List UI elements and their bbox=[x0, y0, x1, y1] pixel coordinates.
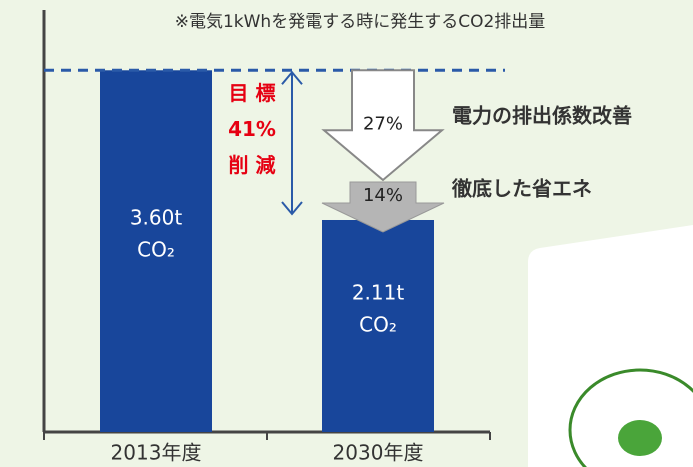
step-arrow bbox=[321, 69, 445, 182]
step-label: 27% bbox=[363, 113, 403, 134]
reduction-arrow-head bbox=[281, 70, 303, 216]
step-arrow bbox=[321, 181, 445, 233]
step-text: 電力の排出係数改善 bbox=[452, 104, 632, 128]
x-tick-label: 2013年度 bbox=[111, 441, 202, 465]
value-label: 3.60t bbox=[130, 206, 183, 230]
chart-title: ※電気1kWhを発電する時に発生するCO2排出量 bbox=[175, 12, 546, 32]
x-tick-label: 2030年度 bbox=[333, 441, 424, 465]
target-label: 41% bbox=[228, 117, 276, 141]
target-label: 目 標 bbox=[229, 81, 276, 105]
value-label: CO₂ bbox=[137, 238, 175, 262]
step-label: 14% bbox=[363, 185, 403, 206]
step-text: 徹底した省エネ bbox=[451, 177, 592, 201]
character bbox=[568, 368, 693, 467]
bar bbox=[100, 70, 212, 433]
character-nose bbox=[618, 420, 662, 456]
bar bbox=[322, 219, 434, 432]
target-label: 削 減 bbox=[229, 153, 276, 177]
value-label: 2.11t bbox=[352, 280, 405, 304]
value-label: CO₂ bbox=[359, 312, 397, 336]
